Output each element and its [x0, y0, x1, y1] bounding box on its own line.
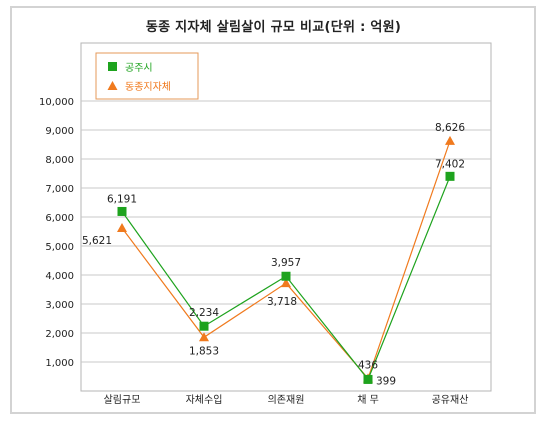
x-category-label: 자체수입 — [186, 393, 223, 406]
x-category-label: 채 무 — [357, 394, 379, 406]
marker-square — [281, 271, 291, 281]
y-axis-ticks: 1,000 2,000 3,000 4,000 5,000 6,000 7,000 8,000… — [39, 97, 74, 369]
marker-square — [363, 374, 373, 384]
data-label: 7,402 — [435, 158, 465, 170]
data-label: 2,234 — [189, 307, 219, 319]
marker-triangle — [281, 278, 291, 288]
y-tick-label: 9,000 — [45, 126, 74, 137]
data-labels: 6,191 2,234 3,957 399 7,402 5,621 1,853 3,718 43… — [82, 122, 465, 388]
marker-square — [199, 321, 209, 331]
chart-title: 동종 지자체 살림살이 규모 비교(단위 : 억원) — [145, 20, 402, 35]
x-category-label: 의존재원 — [268, 394, 305, 406]
data-label: 399 — [376, 375, 396, 387]
legend-label: 동종지자체 — [125, 81, 171, 93]
y-tick-label: 8,000 — [45, 155, 74, 166]
legend-label: 공주시 — [125, 62, 153, 74]
x-axis-categories: 살림규모 자체수입 의존재원 채 무 공유재산 — [104, 393, 469, 406]
y-tick-label: 2,000 — [45, 329, 74, 340]
y-tick-label: 3,000 — [45, 300, 74, 311]
y-tick-label: 7,000 — [45, 184, 74, 195]
y-tick-label: 5,000 — [45, 242, 74, 253]
data-label: 436 — [358, 359, 378, 371]
marker-triangle — [445, 135, 455, 145]
data-label: 5,621 — [82, 235, 112, 247]
marker-triangle — [199, 332, 209, 342]
y-tick-label: 1,000 — [45, 358, 74, 369]
marker-square — [117, 206, 127, 216]
series-markers — [117, 135, 455, 384]
data-label: 3,718 — [267, 296, 297, 308]
marker-triangle — [117, 222, 127, 232]
x-category-label: 공유재산 — [432, 394, 469, 406]
data-label: 3,957 — [271, 257, 301, 269]
y-tick-label: 4,000 — [45, 271, 74, 282]
data-label: 8,626 — [435, 122, 465, 134]
y-tick-label: 10,000 — [39, 97, 74, 108]
legend-box — [95, 52, 199, 100]
x-category-label: 살림규모 — [104, 394, 141, 406]
data-label: 1,853 — [189, 345, 219, 357]
data-label: 6,191 — [107, 193, 137, 205]
legend-marker-square — [108, 62, 117, 71]
marker-square — [445, 171, 455, 181]
legend-marker-triangle — [107, 81, 118, 90]
y-tick-label: 6,000 — [45, 213, 74, 224]
